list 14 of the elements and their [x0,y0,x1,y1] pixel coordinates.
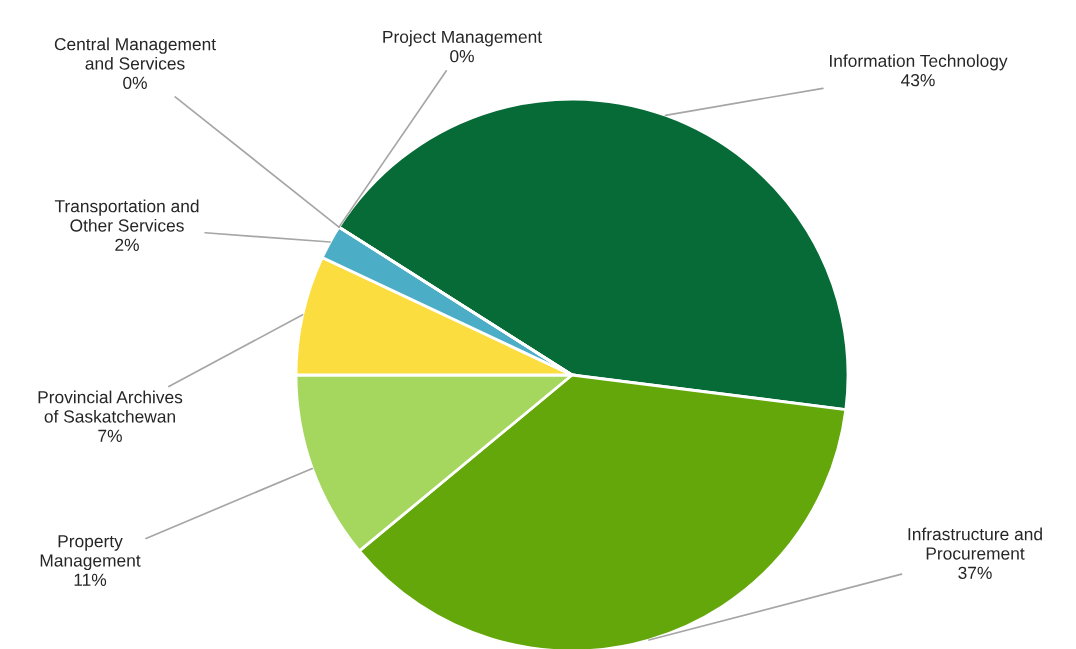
text: 0% [123,76,147,89]
category-label: Project Management [383,30,542,47]
slice-label: Infrastructure and Procurement [908,527,1042,560]
category-label: Central Management and Services [54,37,216,70]
slice-label: Information Technology [830,54,1008,71]
slice-label: Provincial Archives of Saskatchewan [38,390,183,423]
text: 0% [450,50,474,63]
data-label: 37% [958,566,992,579]
data-label: 2% [115,238,139,251]
data-label: 7% [98,429,122,442]
data-label: 11% [74,573,107,586]
data-label: 43% [901,74,935,87]
slice-label: Property Management [40,535,141,571]
slice-label: Transportation and Other Services [54,199,199,232]
